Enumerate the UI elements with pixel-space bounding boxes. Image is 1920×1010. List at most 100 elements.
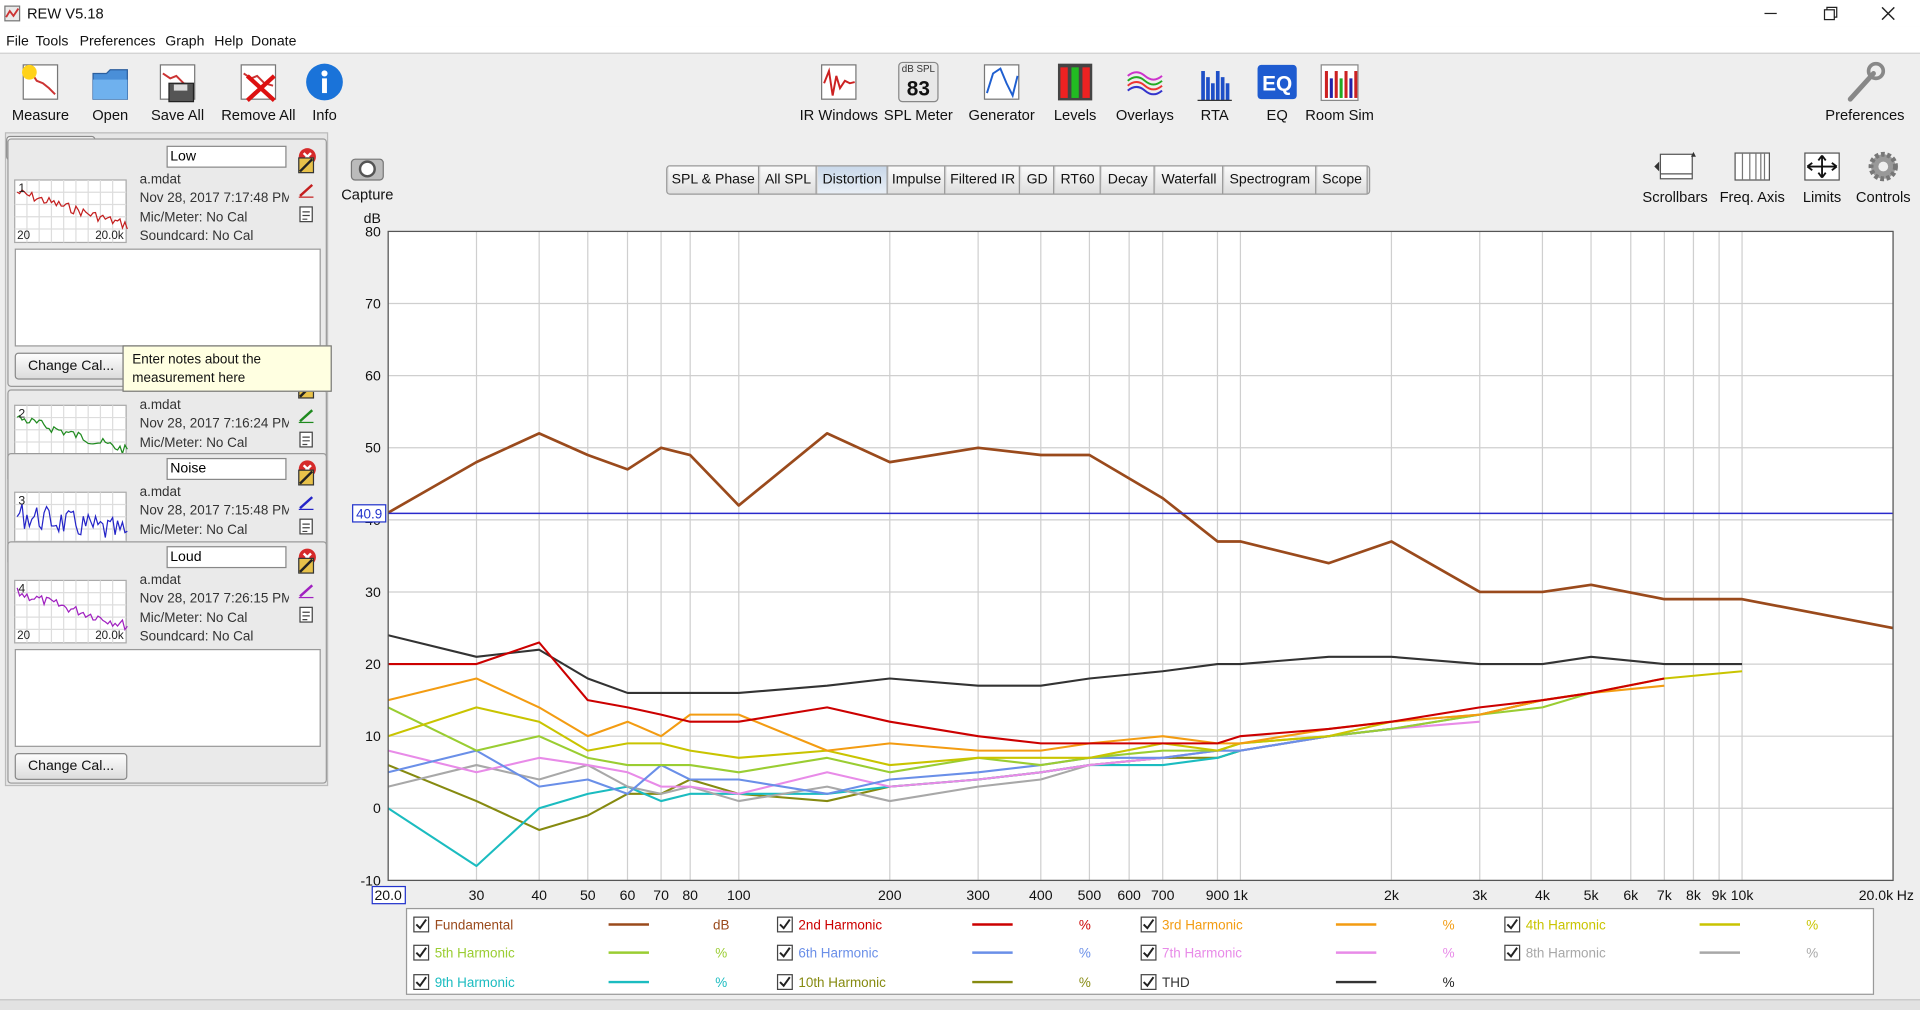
icon-shape [299, 496, 314, 510]
graph-tab[interactable]: SPL & Phase [668, 166, 760, 194]
legend-name: THD [1162, 975, 1190, 990]
toolbar-button[interactable]: Remove All [221, 106, 296, 124]
legend-checkbox[interactable] [1140, 916, 1157, 933]
graph-tool-button[interactable]: Limits [1802, 188, 1842, 206]
icon-shape [1082, 67, 1090, 98]
legend-checkbox[interactable] [1140, 974, 1157, 991]
legend-checkbox[interactable] [1504, 916, 1521, 933]
window-controls [1764, 6, 1895, 21]
graph-tab[interactable]: RT60 [1055, 166, 1101, 194]
icon-shape [986, 67, 1019, 99]
close[interactable] [1881, 6, 1895, 21]
icon-shape [1211, 83, 1215, 101]
toolbar-button[interactable]: Info [312, 106, 337, 124]
toolbar-button[interactable]: Save All [150, 106, 205, 124]
thumb-min: 20 [17, 229, 30, 242]
measurement-date: Nov 28, 2017 7:17:48 PM [139, 191, 289, 206]
legend-checkbox[interactable] [413, 974, 430, 991]
toolbar-button[interactable]: Room Sim [1305, 106, 1374, 124]
menu-item[interactable]: Tools [35, 34, 69, 49]
notes-field[interactable] [14, 248, 321, 347]
graph-tool-button[interactable]: Freq. Axis [1719, 188, 1785, 206]
notes-field[interactable] [14, 648, 321, 747]
toolbar-button[interactable]: EQ [1266, 106, 1288, 124]
name-field[interactable]: Loud [166, 546, 287, 569]
name-field[interactable]: Low [166, 145, 287, 168]
icon-shape [299, 606, 313, 623]
graph-tab[interactable]: Distortion [817, 166, 888, 194]
icon-shape [1060, 67, 1068, 98]
icon-shape [16, 189, 128, 230]
entry-tool [299, 518, 313, 535]
toolbar-button[interactable]: Open [92, 106, 129, 124]
icon-shape [1257, 64, 1297, 100]
restore[interactable] [1826, 6, 1838, 18]
x-tick-label: 30 [469, 887, 485, 903]
toolbar-button[interactable]: Preferences [1825, 106, 1905, 124]
graph-tool-button[interactable]: Controls [1855, 188, 1911, 206]
title-bar [0, 0, 1920, 27]
graph-tab[interactable]: GD [1021, 166, 1055, 194]
menu-item[interactable]: File [6, 34, 29, 49]
tooltip: Enter notes about the measurement here [122, 345, 332, 392]
legend-checkbox[interactable] [1140, 944, 1157, 961]
x-tick-label: 10k [1731, 887, 1755, 903]
graph-tab[interactable]: Filtered IR [946, 166, 1020, 194]
icon-shape [1878, 161, 1889, 172]
restore[interactable] [1823, 9, 1835, 21]
menu-item[interactable]: Graph [165, 34, 205, 49]
toolbar-button[interactable]: Measure [11, 106, 69, 124]
toolbar-button[interactable]: Levels [1053, 106, 1097, 124]
y-axis-label: dB [364, 210, 381, 226]
icon-shape [1344, 71, 1348, 98]
legend-checkbox[interactable] [776, 944, 793, 961]
icon-shape [1071, 67, 1079, 98]
graph-tab[interactable]: Scope [1317, 166, 1368, 194]
measurement-file: a.mdat [139, 573, 181, 588]
toolbar-button[interactable]: Overlays [1115, 106, 1174, 124]
x-tick-label: 500 [1078, 887, 1102, 903]
toolbar-button[interactable]: SPL Meter [883, 106, 953, 124]
change-cal-button[interactable]: Change Cal... [14, 753, 128, 780]
toolbar-button[interactable]: Generator [968, 106, 1035, 124]
legend-checkbox[interactable] [776, 974, 793, 991]
capture-button[interactable]: Capture [341, 186, 394, 204]
legend-unit: % [1079, 917, 1091, 932]
icon-shape [299, 206, 313, 223]
graph-tab[interactable]: Waterfall [1155, 166, 1224, 194]
toolbar-button[interactable]: IR Windows [799, 106, 878, 124]
y-tick-label: -10 [360, 872, 381, 888]
legend-checkbox[interactable] [413, 944, 430, 961]
graph-tool-button[interactable]: Scrollbars [1642, 188, 1708, 206]
icon-shape [1127, 71, 1163, 81]
icon-shape [299, 183, 314, 197]
menu-item[interactable]: Help [214, 34, 244, 49]
toolbar-button[interactable]: RTA [1200, 106, 1229, 124]
x-tick-label: 20.0 [374, 887, 402, 903]
name-field[interactable]: Noise [166, 457, 287, 480]
icon-shape [16, 414, 128, 456]
icon-shape [14, 579, 127, 644]
graph-tab[interactable]: All SPL [760, 166, 817, 194]
menu-item[interactable]: Donate [251, 34, 297, 49]
icon-shape [299, 470, 314, 485]
change-cal-button[interactable]: Change Cal... [14, 352, 128, 380]
toolbar-icon [92, 69, 128, 100]
legend-checkbox[interactable] [776, 916, 793, 933]
legend-check [779, 976, 791, 988]
menu-item[interactable]: Preferences [79, 34, 156, 49]
graph-tab[interactable]: Impulse [888, 166, 946, 194]
graph-tab[interactable]: Spectrogram [1224, 166, 1317, 194]
legend-checkbox[interactable] [413, 916, 430, 933]
icon-shape [93, 79, 128, 100]
icon-shape [1127, 81, 1163, 91]
legend-checkbox[interactable] [1504, 944, 1521, 961]
icon-shape [1201, 71, 1205, 101]
series-line [388, 735, 1329, 832]
icon-shape [22, 64, 37, 80]
y-tick-label: 30 [365, 584, 381, 600]
legend-name: 8th Harmonic [1526, 946, 1606, 961]
graph-tab[interactable]: Decay [1102, 166, 1155, 194]
